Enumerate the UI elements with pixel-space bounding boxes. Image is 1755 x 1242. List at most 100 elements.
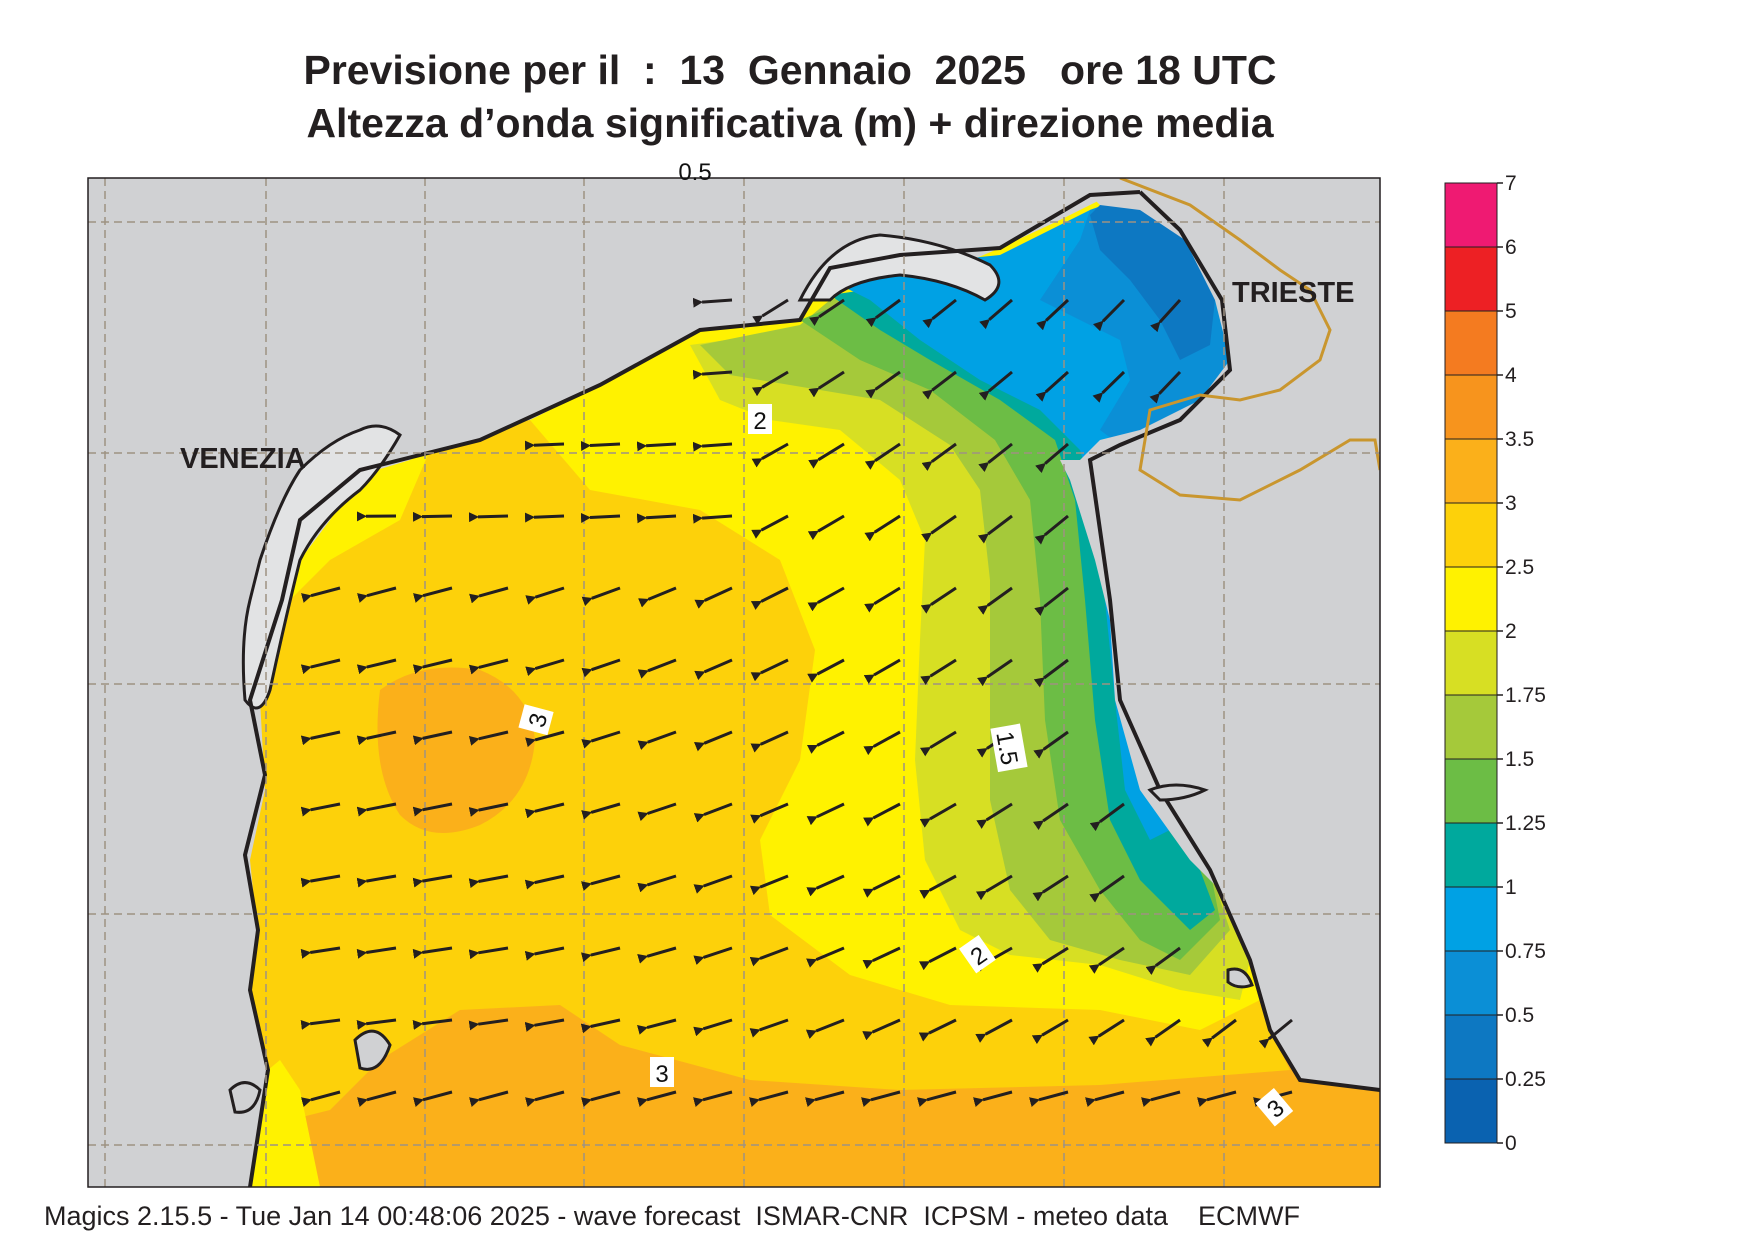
sea-025to05 bbox=[1090, 195, 1215, 360]
wave-direction-arrow bbox=[468, 512, 509, 523]
wave-direction-arrow bbox=[468, 658, 509, 675]
wave-direction-arrow bbox=[468, 946, 509, 960]
wave-direction-arrow bbox=[921, 442, 957, 472]
wave-direction-arrow bbox=[977, 658, 1013, 687]
footer-credits: Magics 2.15.5 - Tue Jan 14 00:48:06 2025… bbox=[44, 1201, 1301, 1231]
wave-direction-arrow bbox=[807, 586, 845, 612]
colorbar-swatch bbox=[1444, 502, 1498, 568]
land-istria bbox=[1060, 178, 1380, 1070]
wave-direction-arrow bbox=[356, 946, 397, 959]
wave-direction-arrow bbox=[1150, 298, 1182, 333]
colorbar-swatch bbox=[1444, 182, 1498, 248]
wave-direction-arrows bbox=[300, 297, 1293, 1107]
coast-islands bbox=[228, 783, 1254, 1114]
colorbar-tick-label: 7 bbox=[1505, 172, 1517, 195]
sea-2to25-left bbox=[290, 450, 430, 600]
wave-direction-arrow bbox=[1088, 1018, 1125, 1046]
wave-direction-arrow bbox=[580, 512, 621, 523]
contour-label: 2 bbox=[753, 408, 766, 435]
wave-direction-arrow bbox=[580, 440, 621, 451]
wave-direction-arrow bbox=[694, 586, 733, 609]
wave-direction-arrow bbox=[581, 1090, 621, 1107]
wave-direction-arrow bbox=[1089, 874, 1125, 903]
wave-direction-arrow bbox=[1034, 586, 1069, 616]
colorbar-swatch bbox=[1444, 630, 1498, 696]
wave-direction-arrow bbox=[525, 586, 565, 605]
wave-direction-arrow bbox=[412, 730, 453, 746]
wave-direction-arrow bbox=[525, 730, 565, 748]
wave-direction-arrow bbox=[863, 730, 901, 756]
wave-direction-arrow bbox=[920, 730, 957, 757]
wave-direction-arrow bbox=[1032, 946, 1069, 973]
wave-direction-arrow bbox=[918, 1018, 957, 1042]
colorbar-swatch bbox=[1444, 374, 1498, 440]
wave-direction-arrow bbox=[524, 946, 565, 961]
wave-direction-arrow bbox=[807, 514, 845, 541]
colorbar-swatch bbox=[1444, 438, 1498, 504]
wave-direction-arrow bbox=[637, 730, 677, 750]
wave-direction-arrow bbox=[751, 370, 789, 397]
place-label-trieste: TRIESTE bbox=[1232, 277, 1354, 309]
wave-direction-arrow bbox=[1032, 802, 1069, 831]
colorbar-tick-label: 0.25 bbox=[1505, 1068, 1546, 1091]
wave-direction-arrow bbox=[864, 514, 901, 542]
wave-direction-arrow bbox=[1036, 298, 1070, 331]
wave-direction-arrow bbox=[356, 658, 397, 675]
wave-direction-arrow bbox=[356, 730, 397, 746]
wave-direction-arrow bbox=[356, 874, 397, 888]
wave-direction-arrow bbox=[806, 730, 845, 754]
map-title-line1: Previsione per il : 13 Gennaio 2025 ore … bbox=[303, 47, 1277, 93]
wave-direction-arrow bbox=[300, 874, 341, 888]
wave-direction-arrow bbox=[468, 1018, 509, 1031]
wave-direction-arrow bbox=[581, 874, 621, 891]
map-title-line2: Altezza d’onda significativa (m) + direz… bbox=[306, 100, 1274, 146]
wave-direction-arrow bbox=[412, 658, 453, 675]
colorbar-tick-label: 0 bbox=[1505, 1132, 1517, 1155]
wave-direction-arrow bbox=[1029, 1090, 1069, 1107]
wave-direction-arrow bbox=[637, 946, 677, 964]
colorbar-swatch bbox=[1444, 1078, 1498, 1144]
contour-label: 0.5 bbox=[678, 159, 711, 186]
wave-direction-arrow bbox=[693, 730, 733, 752]
colorbar-tick-label: 2 bbox=[1505, 620, 1517, 643]
wave-direction-arrow bbox=[412, 946, 453, 959]
wave-direction-arrow bbox=[356, 1018, 397, 1030]
wave-direction-arrow bbox=[749, 1090, 789, 1107]
contour-labels: 2 3 1.5 2 3 3 0.5 bbox=[518, 159, 1294, 1127]
wave-direction-arrow bbox=[979, 298, 1013, 330]
wave-direction-arrow bbox=[861, 1090, 901, 1107]
wave-direction-arrow bbox=[805, 1090, 845, 1107]
wave-direction-arrow bbox=[581, 586, 621, 607]
colorbar-swatch bbox=[1444, 1014, 1498, 1080]
wave-direction-arrow bbox=[863, 658, 901, 684]
colorbar-tick-label: 3.5 bbox=[1505, 428, 1534, 451]
colorbar-swatch bbox=[1444, 822, 1498, 888]
wave-direction-arrow bbox=[750, 658, 789, 682]
colorbar-tick-label: 1.75 bbox=[1505, 684, 1546, 707]
wave-direction-arrow bbox=[864, 586, 901, 613]
wave-direction-arrow bbox=[805, 1018, 845, 1039]
wave-direction-arrow bbox=[862, 1018, 901, 1041]
wave-direction-arrow bbox=[1031, 1018, 1069, 1045]
sea-patch-3 bbox=[377, 667, 535, 833]
wave-direction-arrow bbox=[919, 802, 957, 828]
wave-direction-arrow bbox=[524, 440, 565, 451]
wave-direction-arrow bbox=[864, 442, 901, 470]
sea-2to25-bottomleft bbox=[250, 1060, 320, 1187]
wave-direction-arrow bbox=[357, 586, 397, 603]
wave-direction-arrow bbox=[752, 298, 789, 325]
wave-direction-arrow bbox=[1197, 1090, 1237, 1107]
wave-direction-arrow bbox=[468, 874, 509, 889]
colorbar-swatch bbox=[1444, 886, 1498, 952]
wave-direction-arrow bbox=[692, 513, 733, 524]
wave-direction-arrow bbox=[1035, 442, 1069, 474]
wave-direction-arrow bbox=[1149, 370, 1182, 404]
wave-direction-arrow bbox=[977, 586, 1013, 615]
colorbar-tick-label: 6 bbox=[1505, 236, 1517, 259]
wave-direction-arrow bbox=[978, 442, 1013, 473]
wave-direction-arrow bbox=[806, 874, 845, 897]
wave-direction-arrow bbox=[917, 1090, 957, 1107]
wave-direction-arrow bbox=[468, 730, 509, 746]
colorbar-swatch bbox=[1444, 950, 1498, 1016]
